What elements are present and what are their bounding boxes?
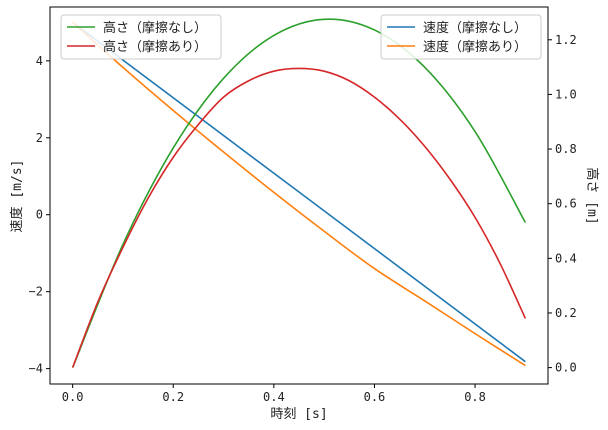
y-right-tick-label: 1.0 [555, 87, 577, 101]
y-axis-label-left: 速度 [m/s] [9, 160, 25, 233]
legend-entry-label: 速度（摩擦なし） [423, 20, 527, 36]
x-tick-label: 0.6 [364, 390, 386, 404]
y-right-tick-label: 0.4 [555, 251, 577, 265]
series-line-3 [71, 18, 527, 368]
y-right-tick-label: 0.2 [555, 306, 577, 320]
series-line-2 [72, 21, 526, 367]
axes-layer: 0.0 0.2 0.4 0.6 0.8 −4 −2 0 2 4 0.0 0.2 0.4 0.6 0.8 1.0… [29, 6, 577, 404]
plot-area [50, 7, 548, 384]
series-line-4 [71, 67, 527, 368]
y-right-tick-label: 0.8 [555, 142, 577, 156]
x-tick-label: 0.4 [263, 390, 285, 404]
y-left-tick-label: 4 [36, 54, 43, 68]
y-left-tick-label: 0 [36, 208, 43, 222]
y-axis-label-right: 高さ [m] [584, 167, 600, 224]
axes-frame [49, 6, 549, 385]
y-left-tick-label: −4 [29, 362, 43, 376]
y-right-tick-label: 0.6 [555, 197, 577, 211]
x-tick-label: 0.2 [162, 390, 184, 404]
y-right-tick-label: 0.0 [555, 361, 577, 375]
legend-left: 高さ（摩擦なし） 高さ（摩擦あり） [60, 14, 222, 60]
legend-box [60, 14, 222, 60]
legend-entry-label: 高さ（摩擦あり） [103, 39, 207, 55]
legend-entry-label: 速度（摩擦あり） [423, 39, 527, 55]
x-axis-label: 時刻 [s] [270, 407, 327, 422]
legend-entry-label: 高さ（摩擦なし） [103, 20, 207, 36]
x-tick-label: 0.0 [62, 390, 84, 404]
legend-box [380, 14, 542, 60]
x-tick-label: 0.8 [464, 390, 486, 404]
legend-right: 速度（摩擦なし） 速度（摩擦あり） [380, 14, 542, 60]
y-left-tick-label: −2 [29, 285, 43, 299]
y-left-tick-label: 2 [36, 131, 43, 145]
y-right-tick-label: 1.2 [555, 33, 577, 47]
